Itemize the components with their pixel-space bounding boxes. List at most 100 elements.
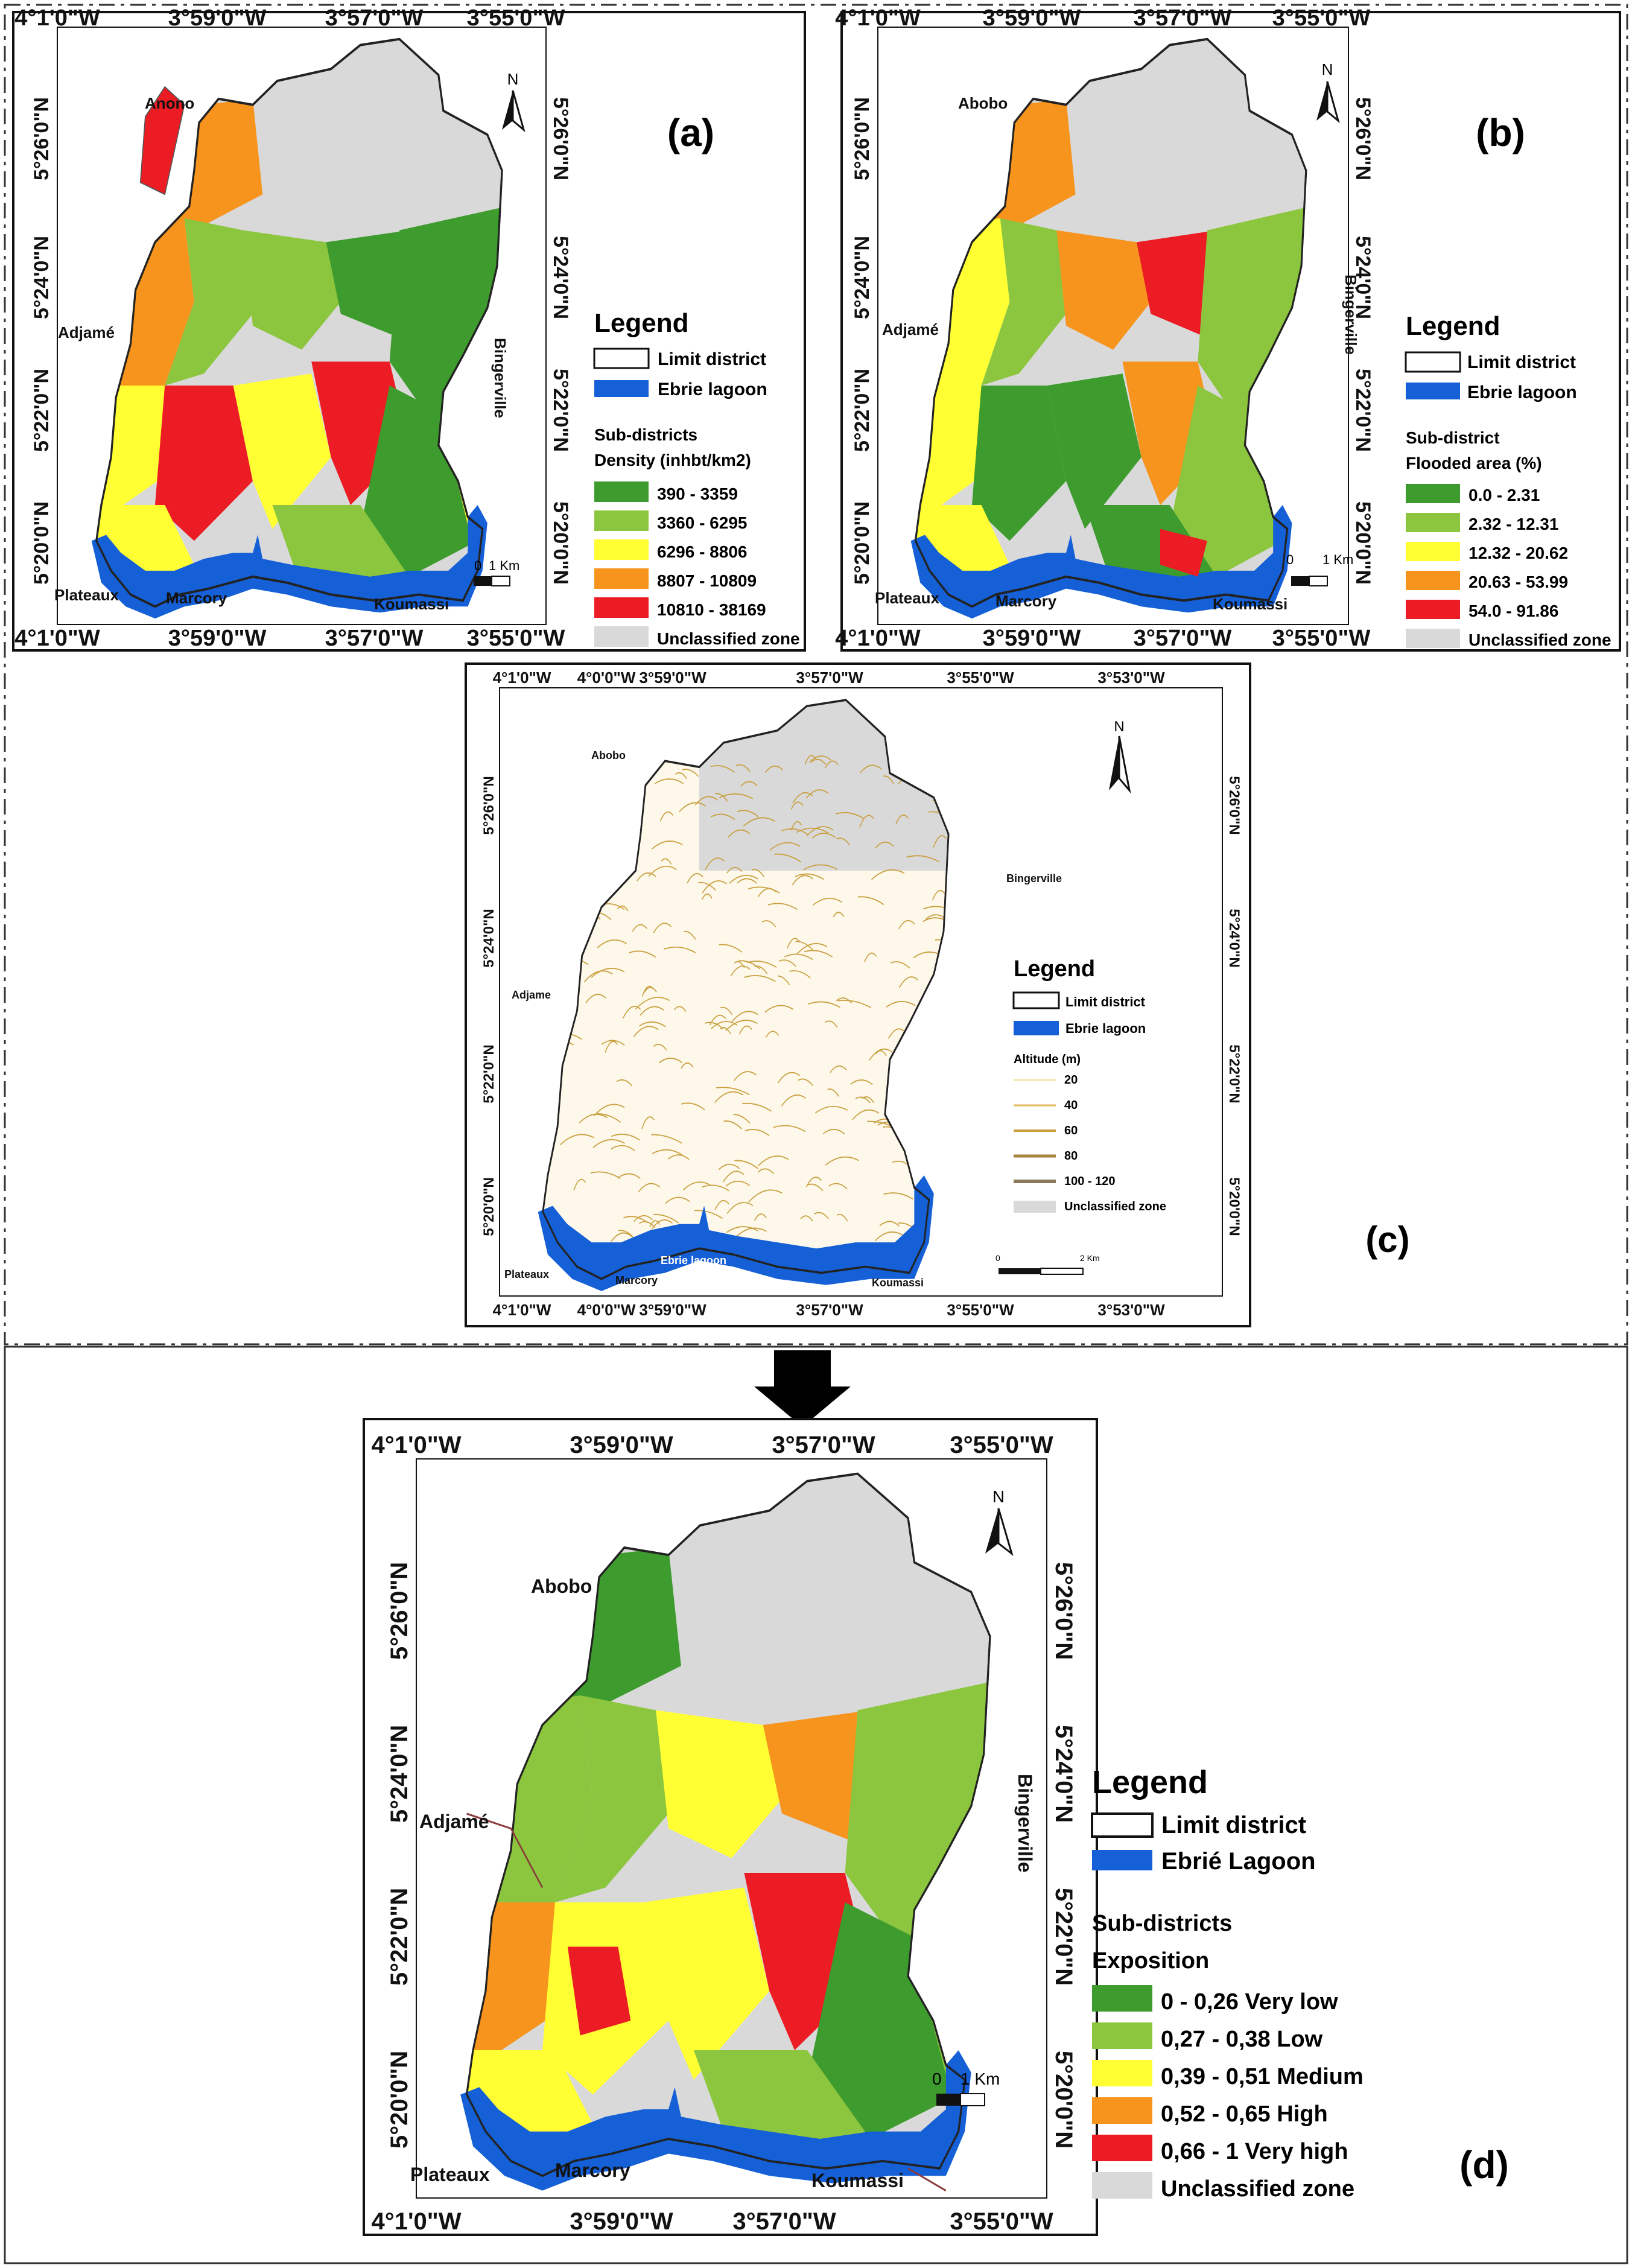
figure-frames [4,4,1628,2264]
panel-a-map [91,39,507,619]
contour-line [764,1005,794,1013]
panel-d-label: (d) [1459,2143,1509,2187]
panel-d-place-east: Bingerville [1014,1774,1036,1873]
contour-line [859,815,874,828]
panel-c-legend-class-3: 60 [1064,1124,1078,1137]
contour-line [716,1087,750,1096]
contour-line [796,827,829,834]
panel-a-place-east: Bingerville [491,338,509,418]
contour-line [790,821,802,831]
panel-a-top-tick-1: 4°1'0"W [14,5,100,31]
panel-b-legend-class-1: 0.0 - 2.31 [1468,486,1540,504]
contour-line [869,1048,893,1061]
panel-d-north-label: N [992,1487,1005,1506]
contour-line [784,953,813,961]
panel-b-lat-right-3: 5°22'0"N [1351,369,1374,452]
contour-line [633,1026,659,1037]
panel-a-legend-variable: Density (inhbt/km2) [594,451,751,469]
contour-line [906,855,940,863]
panel-b-legend-swatch-5 [1406,600,1460,619]
contour-line [590,1171,621,1180]
panel-d-legend-lagoon: Ebrié Lagoon [1161,1848,1316,1875]
contour-line [652,840,683,850]
panel-c-lat-left-2: 5°24'0"N [481,909,497,967]
panel-c: 4°1'0"W 4°0'0"W 3°59'0"W 3°57'0"W 3°55'0… [465,662,1410,1327]
panel-c-scale-zero: 0 [995,1253,1000,1263]
panel-a-scale-km: 1 Km [489,558,519,573]
panel-a-bottom-tick-2: 3°59'0"W [168,626,267,651]
contour-line [593,1104,625,1117]
panel-c-bottom-tick-6: 3°53'0"W [1097,1301,1165,1319]
panel-b-lat-left-3: 5°22'0"N [851,369,874,452]
panel-a-legend-class-1: 390 - 3359 [657,484,738,503]
contour-line [653,923,672,933]
contour-line [710,765,735,773]
contour-line [767,903,798,910]
contour-line [879,1221,900,1227]
panel-a-lat-left-3: 5°22'0"N [30,369,53,452]
contour-line [652,1149,682,1155]
contour-line [592,1139,625,1148]
contour-line [663,946,696,953]
panel-d-legend-class-5: 0,66 - 1 Very high [1161,2139,1348,2164]
panel-c-legend-lagoon: Ebrie lagoon [1065,1021,1146,1036]
panel-b-top-tick-1: 4°1'0"W [835,5,921,31]
contour-line [611,1145,635,1151]
panel-b-legend: Legend Limit district Ebrie lagoon Sub-d… [1405,311,1611,649]
contour-line [596,1113,621,1123]
panel-c-place-koumassi: Koumassi [872,1277,924,1289]
contour-line [733,1114,751,1124]
panel-d-legend: Legend Limit district Ebrié Lagoon Sub-d… [1091,1764,1364,2202]
contour-line [681,1102,705,1111]
contour-line [591,968,625,978]
contour-line [765,1031,779,1038]
contour-line [890,961,910,969]
panel-c-bottom-tick-3: 3°59'0"W [639,1301,706,1319]
contour-line [698,881,716,891]
contour-line [933,835,947,848]
contour-line [807,1183,824,1192]
contour-line [814,1105,848,1114]
contour-line [852,1109,880,1120]
contour-line [777,1072,800,1084]
contour-line [659,811,673,822]
panel-a-bottom-tick-4: 3°55'0"W [467,626,565,651]
contour-line [883,775,895,785]
panel-d-top-tick-1: 4°1'0"W [372,1432,462,1458]
panel-b-lat-left-2: 5°24'0"N [851,236,874,319]
panel-a-legend-limit: Limit district [658,349,766,369]
panel-b-bottom-tick-1: 4°1'0"W [835,626,921,651]
contour-line [745,1129,770,1137]
panel-a-place-plateau: Plateaux [54,586,119,604]
panel-d-lat-right-2: 5°24'0"N [1050,1725,1077,1823]
contour-line [653,1044,667,1051]
panel-b-legend-lagoon: Ebrie lagoon [1467,383,1577,402]
contour-line [674,1006,687,1012]
contour-line [701,1184,730,1192]
panel-c-bottom-tick-1: 4°1'0"W [493,1301,551,1319]
contour-line [836,997,853,1004]
panel-b-legend-limit: Limit district [1467,352,1576,372]
panel-b-legend-title: Legend [1406,311,1500,341]
contour-line [887,1028,906,1039]
contour-line [740,781,758,787]
panel-d-lat-left-4: 5°20'0"N [386,2051,413,2149]
contour-line [655,778,684,784]
contour-line [883,1192,913,1200]
contour-line [731,1011,758,1023]
panel-d-place-koumassi: Koumassi [811,2170,904,2191]
contour-line [875,841,894,848]
contour-line [611,1232,632,1242]
contour-line [726,1202,754,1214]
panel-a-legend-lagoon: Ebrie lagoon [658,380,767,399]
panel-a-legend-class-6: Unclassified zone [657,629,800,648]
contour-line [777,975,790,986]
contour-line [675,772,687,780]
contour-line [730,965,751,976]
contour-line [623,1006,641,1019]
panel-a-bottom-tick-3: 3°57'0"W [325,626,424,651]
panel-c-lat-right-2: 5°24'0"N [1226,909,1242,967]
contour-line [632,924,647,932]
panel-a-lat-right-3: 5°22'0"N [549,369,572,452]
contour-line [757,1168,775,1175]
